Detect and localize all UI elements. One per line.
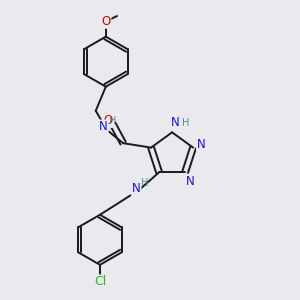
Text: H: H [182, 118, 189, 128]
Text: N: N [197, 138, 206, 151]
Text: O: O [101, 15, 110, 28]
Text: N: N [132, 182, 140, 195]
Text: N: N [99, 121, 108, 134]
Text: N: N [171, 116, 179, 129]
Text: Cl: Cl [94, 275, 106, 288]
Text: O: O [103, 114, 112, 127]
Text: N: N [186, 175, 195, 188]
Text: H: H [141, 178, 149, 188]
Text: H: H [109, 116, 116, 126]
